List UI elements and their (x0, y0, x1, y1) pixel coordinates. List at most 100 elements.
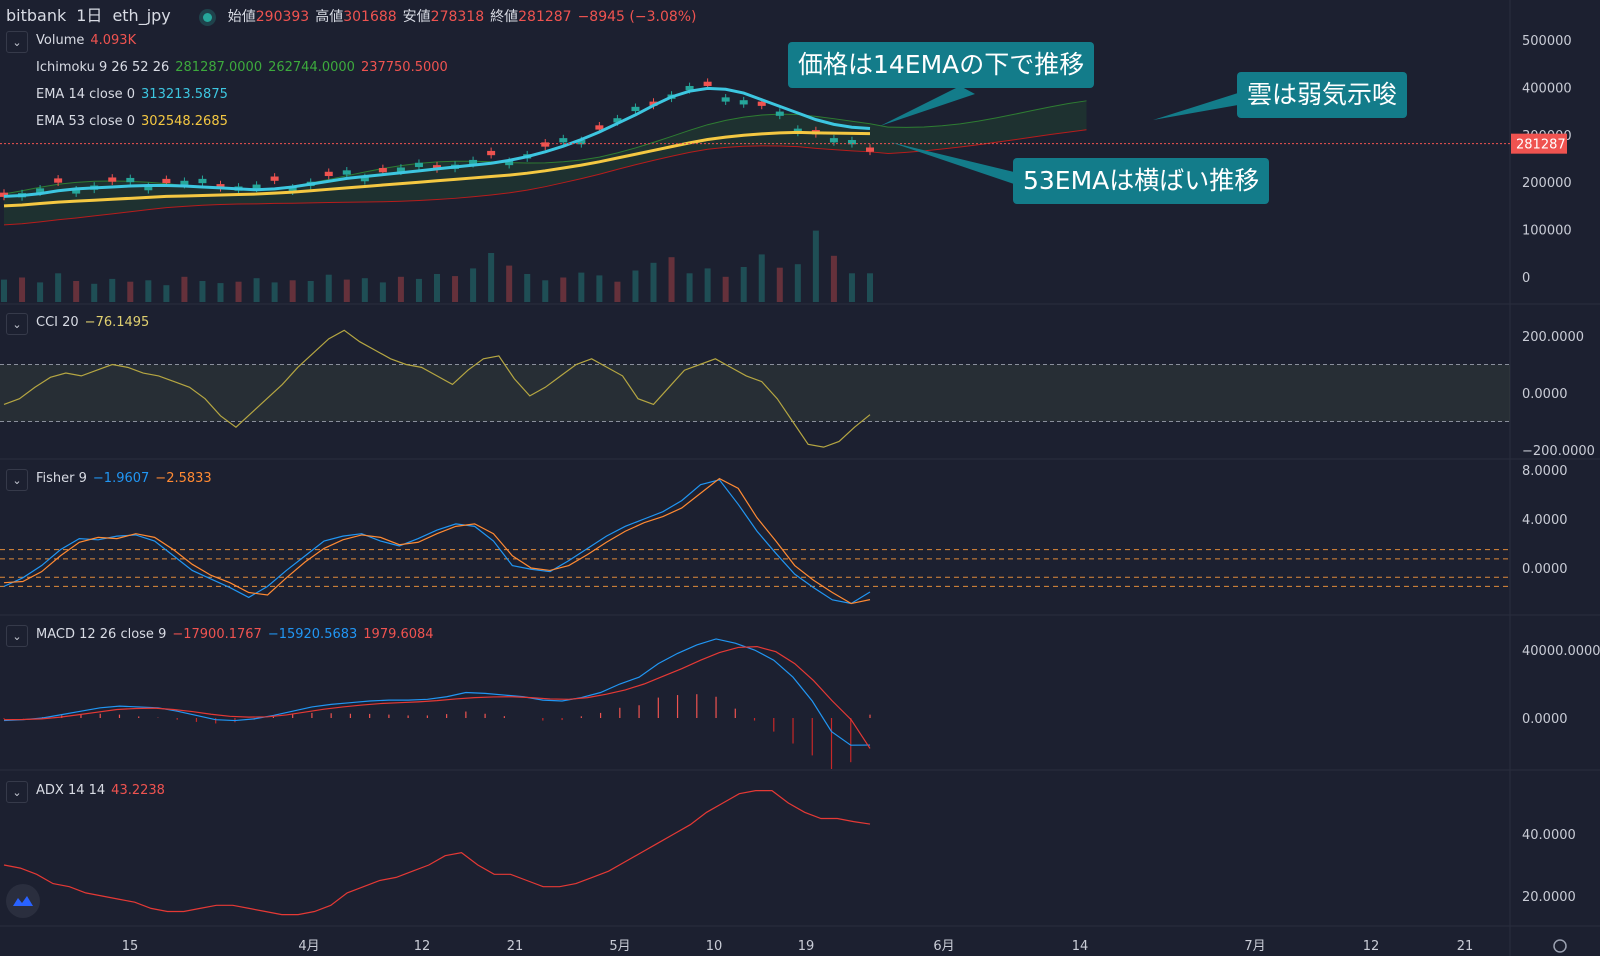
candle-body (108, 177, 117, 182)
macd-v2: −15920.5683 (267, 627, 358, 642)
volume-bar (127, 281, 134, 302)
volume-bar (253, 278, 260, 302)
volume-legend[interactable]: Volume 4.093K (36, 33, 136, 48)
candle-body (487, 150, 496, 156)
high-label: 高値 (315, 9, 344, 25)
volume-bar (848, 273, 855, 302)
adx-collapse-button[interactable]: ⌄ (6, 781, 28, 803)
cci-value: −76.1495 (84, 315, 150, 330)
ema14-legend[interactable]: EMA 14 close 0 313213.5875 (36, 87, 228, 102)
volume-collapse-button[interactable]: ⌄ (6, 31, 28, 53)
ichimoku-name: Ichimoku 9 26 52 26 (36, 60, 170, 75)
volume-bar (794, 264, 801, 302)
callout-ema14-pointer (880, 86, 975, 126)
volume-bar (470, 268, 477, 302)
macd-signal-line (3, 645, 871, 749)
volume-bar (650, 262, 657, 302)
volume-bar (614, 281, 621, 302)
candle-body (595, 125, 604, 130)
volume-bar (668, 257, 675, 302)
ichimoku-legend[interactable]: Ichimoku 9 26 52 26 281287.0000 262744.000… (36, 60, 448, 75)
time-tick-label: 19 (798, 939, 815, 954)
candle-body (324, 171, 333, 177)
macd-name: MACD 12 26 close 9 (36, 627, 167, 642)
price-axis-tick: 200000 (1522, 176, 1572, 191)
candle-body (505, 160, 514, 166)
adx-legend[interactable]: ADX 14 14 43.2238 (36, 783, 165, 798)
fisher-v2: −2.5833 (155, 471, 212, 486)
candle-body (793, 128, 802, 133)
cci-collapse-button[interactable]: ⌄ (6, 313, 28, 335)
close-value: 281287 (518, 9, 572, 25)
ema53-legend[interactable]: EMA 53 close 0 302548.2685 (36, 114, 228, 129)
cci-axis-tick: 200.0000 (1522, 330, 1584, 345)
volume-bar (722, 276, 729, 302)
time-tick-label: 12 (1363, 939, 1380, 954)
candle-body (433, 165, 441, 170)
volume-bar (596, 275, 603, 302)
ichimoku-v2: 262744.0000 (268, 60, 355, 75)
macd-line (3, 638, 871, 746)
volume-bar (686, 273, 693, 302)
volume-bar (542, 280, 549, 302)
symbol-name[interactable]: eth_jpy (112, 6, 171, 25)
price-axis-tick: 0 (1522, 271, 1530, 286)
ichimoku-v3: 237750.5000 (360, 60, 448, 75)
ema14-name: EMA 14 close 0 (36, 87, 136, 102)
macd-axis-tick: 0.0000 (1522, 712, 1568, 727)
candle-body (847, 140, 856, 145)
callout-cloud-pointer (1153, 93, 1238, 120)
ema14-line (3, 86, 871, 198)
cci-line (3, 329, 871, 448)
fisher-trigger-line (3, 477, 871, 605)
volume-bar (1, 279, 7, 302)
candle-body (757, 101, 766, 106)
candle-body (685, 85, 694, 91)
time-tick-label: 15 (122, 939, 139, 954)
candle-body (541, 142, 550, 147)
interval[interactable]: 1日 (76, 6, 103, 25)
candle-body (396, 167, 405, 172)
tradingview-logo-icon[interactable] (6, 884, 40, 918)
ichimoku-span-b (3, 129, 1087, 226)
volume-bar (704, 268, 711, 302)
volume-bar (109, 278, 116, 302)
candle-body (559, 138, 568, 143)
volume-bar (73, 281, 80, 302)
price-axis-tick: 500000 (1522, 34, 1572, 49)
macd-legend[interactable]: MACD 12 26 close 9 −17900.1767 −15920.5683… (36, 627, 434, 642)
change-value: −8945 (−3.08%) (577, 9, 697, 25)
fisher-legend[interactable]: Fisher 9 −1.9607 −2.5833 (36, 471, 212, 486)
cci-name: CCI 20 (36, 315, 79, 330)
candle-body (631, 106, 640, 112)
volume-name: Volume (36, 33, 85, 48)
candle-body (0, 192, 8, 197)
price-axis-tick: 400000 (1522, 81, 1572, 96)
candle-body (36, 188, 45, 193)
candle-body (162, 178, 171, 184)
candle-body (613, 118, 622, 123)
settings-gear-icon (1553, 939, 1567, 953)
candle-body (866, 147, 874, 152)
volume-bar (397, 276, 404, 302)
cci-legend[interactable]: CCI 20 −76.1495 (36, 315, 149, 330)
volume-bar (55, 273, 62, 302)
time-tick-label: 21 (507, 939, 524, 954)
candle-body (342, 170, 351, 175)
ema53-value: 302548.2685 (141, 114, 228, 129)
volume-bar (506, 265, 513, 302)
candle-body (414, 162, 423, 168)
time-tick-label: 4月 (298, 939, 319, 954)
macd-collapse-button[interactable]: ⌄ (6, 625, 28, 647)
open-value: 290393 (255, 9, 310, 25)
candle-body (288, 187, 297, 192)
fisher-collapse-button[interactable]: ⌄ (6, 469, 28, 491)
cci-axis-tick: −200.0000 (1522, 444, 1595, 459)
cci-band (0, 364, 1510, 422)
fisher-axis-tick: 4.0000 (1522, 513, 1568, 528)
volume-bar (434, 274, 440, 302)
volume-bar (740, 267, 747, 302)
candle-body (270, 176, 279, 181)
volume-bar (37, 282, 44, 302)
